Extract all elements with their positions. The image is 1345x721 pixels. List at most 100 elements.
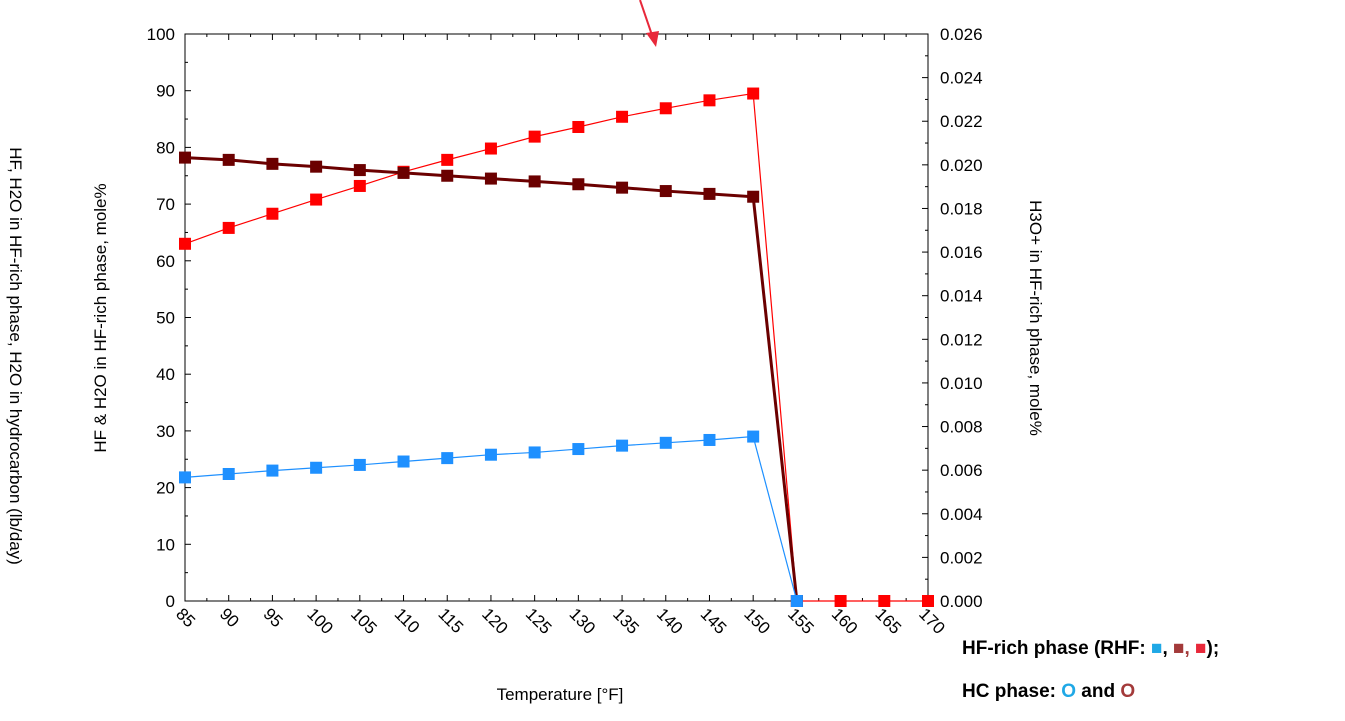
y-right-tick-label: 0.010 (940, 374, 983, 393)
series-1-point (222, 153, 235, 166)
series-0-point (747, 87, 760, 100)
x-tick-label: 120 (478, 604, 511, 637)
series-2-point (222, 467, 235, 480)
series-1-point (179, 151, 191, 164)
x-tick-label: 135 (609, 604, 642, 637)
x-tick-label: 130 (566, 604, 599, 637)
x-axis-ticks: 85 90 95 100 105 110 115 120 125 130 135 140 145 150 1… (172, 34, 949, 638)
y-right-tick-label: 0.002 (940, 548, 983, 567)
legend-text: HF-rich phase (RHF: (962, 638, 1151, 659)
x-tick-label: 165 (871, 604, 904, 637)
legend-blue-circle-icon: O (1061, 681, 1077, 702)
x-tick-label: 160 (828, 604, 861, 637)
y-right-tick-label: 0.018 (940, 199, 983, 218)
y-right-axis-label: H3O+ in HF-rich phase, mole% (1026, 200, 1045, 436)
y-left-axis-ticks: 0 10 20 30 40 50 60 70 80 90 100 (147, 25, 191, 611)
y-right-tick-label: 0.004 (940, 505, 983, 524)
x-tick-label: 125 (522, 604, 555, 637)
series-2-point (572, 443, 585, 456)
series-1-point (310, 160, 323, 173)
series-0-point (179, 237, 191, 250)
series-0-point (659, 102, 672, 115)
annotation-arrow-head (646, 31, 659, 47)
annotation-arrow-shaft (639, 0, 654, 39)
x-tick-label: 100 (303, 604, 336, 637)
annotation-layer (639, 0, 659, 47)
series-2-point (790, 595, 803, 607)
legend-text: and (1076, 681, 1121, 702)
series-2-point (266, 464, 279, 477)
series-1-point (703, 187, 716, 200)
legend-separator: , (1162, 638, 1173, 659)
x-tick-label: 90 (216, 604, 243, 631)
series-1-point (441, 169, 454, 182)
x-axis-label: Temperature [°F] (497, 685, 624, 704)
y-left-tick-label: 20 (156, 479, 175, 498)
series-1-point (397, 166, 410, 179)
legend-text: ); (1206, 638, 1220, 659)
x-tick-label: 95 (260, 604, 287, 631)
y-left-tick-label: 10 (156, 535, 175, 554)
series-2-point (747, 430, 760, 443)
series-0-point (616, 110, 629, 123)
series-1-point (353, 164, 366, 177)
y-left-tick-label: 60 (156, 252, 175, 271)
series-line-1 (184, 156, 799, 602)
series-1-point (528, 175, 541, 188)
y-left-tick-label: 40 (156, 365, 175, 384)
y-left-tick-label: 30 (156, 422, 175, 441)
x-tick-label: 155 (784, 604, 817, 637)
series-1-point (266, 157, 279, 170)
legend-line-2: HC phase: O and O (962, 681, 1135, 703)
x-tick-label: 105 (347, 604, 380, 637)
series-0-point (266, 207, 279, 220)
series-line-0 (184, 92, 928, 602)
series-2-point (397, 455, 410, 468)
y-right-tick-label: 0.016 (940, 243, 983, 262)
x-tick-label: 115 (434, 604, 467, 637)
series-2-point (353, 458, 366, 471)
series-2-point (659, 436, 672, 449)
y-right-tick-label: 0.026 (940, 25, 983, 44)
series-0-point (353, 179, 366, 192)
outer-y-axis-label: HF, H2O in HF-rich phase, H2O in hydroca… (6, 147, 25, 565)
x-tick-label: 85 (172, 604, 199, 631)
legend-darkred-circle-icon: O (1120, 681, 1136, 702)
series-1-point (616, 181, 629, 194)
plot-area-border (184, 33, 929, 602)
series-2-point (484, 448, 497, 461)
y-left-tick-label: 0 (166, 592, 175, 611)
y-right-tick-label: 0.000 (940, 592, 983, 611)
series-2-point (528, 446, 541, 459)
y-right-tick-label: 0.022 (940, 112, 983, 131)
x-tick-label: 150 (740, 604, 773, 637)
series-1-point (747, 190, 760, 203)
y-right-tick-label: 0.024 (940, 69, 983, 88)
y-right-tick-label: 0.006 (940, 461, 983, 480)
legend-text: HC phase: (962, 681, 1062, 702)
series-0-point (484, 142, 497, 155)
y-left-tick-label: 80 (156, 138, 175, 157)
y-left-tick-label: 90 (156, 82, 175, 101)
series-layer (179, 87, 934, 607)
plot-frame (184, 33, 929, 602)
legend-separator: , (1184, 638, 1196, 659)
series-1-point (572, 178, 585, 191)
series-0-point (572, 120, 585, 133)
y-right-tick-label: 0.014 (940, 287, 983, 306)
series-2-point (703, 433, 716, 446)
legend-red-square-icon: ■ (1195, 638, 1207, 659)
series-0-point (310, 193, 323, 206)
series-0-point (878, 595, 891, 607)
series-0-point (222, 221, 235, 234)
series-0-point (922, 595, 934, 607)
series-2-point (616, 439, 629, 452)
series-0-point (703, 94, 716, 107)
series-0-point (834, 595, 847, 607)
y-left-axis-label: HF & H2O in HF-rich phase, mole% (91, 183, 110, 452)
legend-blue-square-icon: ■ (1150, 638, 1163, 659)
y-left-tick-label: 100 (147, 25, 175, 44)
y-left-tick-label: 70 (156, 195, 175, 214)
series-2-point (441, 452, 454, 465)
